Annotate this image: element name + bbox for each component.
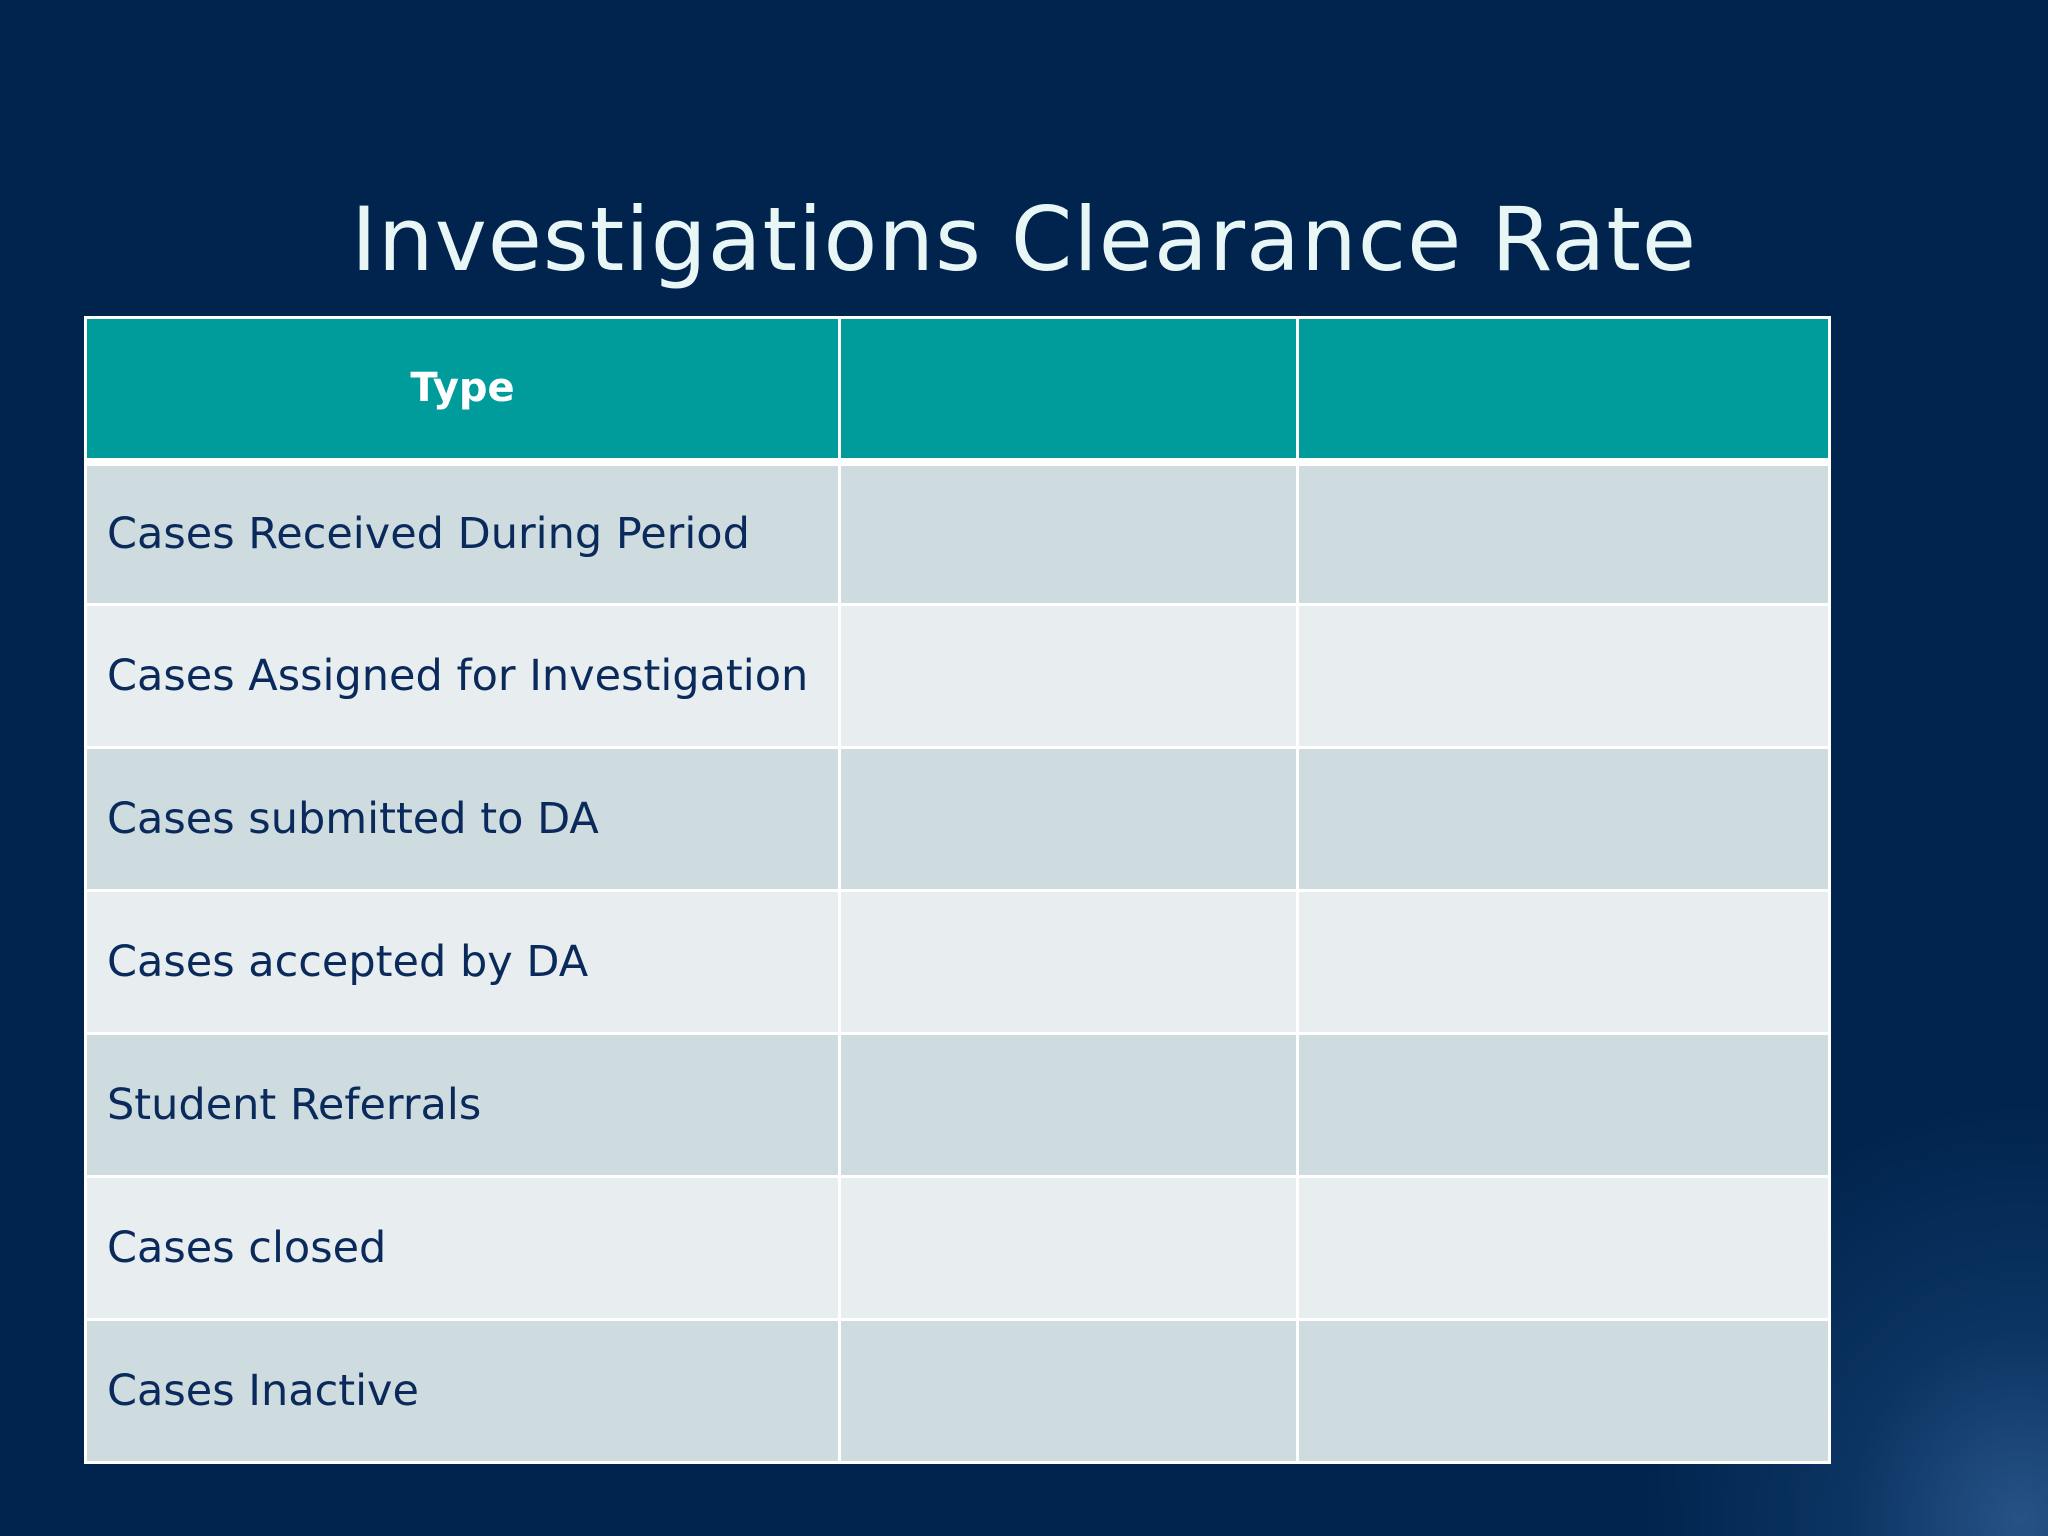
row-value-cell xyxy=(838,603,1299,749)
row-value-cell xyxy=(1296,603,1831,749)
row-label: Cases accepted by DA xyxy=(84,889,841,1035)
header-column-2 xyxy=(838,316,1299,466)
row-value-cell xyxy=(838,1318,1299,1464)
row-value-cell xyxy=(1296,1175,1831,1321)
row-value-cell xyxy=(1296,460,1831,606)
row-value-cell xyxy=(1296,1032,1831,1178)
row-label: Cases Received During Period xyxy=(84,460,841,606)
table-row: Cases Inactive xyxy=(84,1318,1831,1464)
row-value-cell xyxy=(838,889,1299,1035)
row-value-cell xyxy=(838,1032,1299,1178)
table-row: Cases Received During Period xyxy=(84,460,1831,606)
row-value-cell xyxy=(1296,1318,1831,1464)
row-value-cell xyxy=(838,746,1299,892)
header-column-3 xyxy=(1296,316,1831,466)
table-row: Cases Assigned for Investigation xyxy=(84,603,1831,749)
row-label: Cases submitted to DA xyxy=(84,746,841,892)
table-row: Cases submitted to DA xyxy=(84,746,1831,892)
row-value-cell xyxy=(838,1175,1299,1321)
slide-title: Investigations Clearance Rate xyxy=(350,188,1698,291)
table-row: Student Referrals xyxy=(84,1032,1831,1178)
table-row: Cases closed xyxy=(84,1175,1831,1321)
row-value-cell xyxy=(1296,746,1831,892)
row-label: Cases Inactive xyxy=(84,1318,841,1464)
table-header-row: Type xyxy=(84,316,1831,466)
clearance-rate-table: Type Cases Received During Period Cases … xyxy=(84,316,1831,1464)
header-type: Type xyxy=(84,316,841,466)
row-label: Cases closed xyxy=(84,1175,841,1321)
row-value-cell xyxy=(838,460,1299,606)
row-label: Cases Assigned for Investigation xyxy=(84,603,841,749)
row-label: Student Referrals xyxy=(84,1032,841,1178)
table-row: Cases accepted by DA xyxy=(84,889,1831,1035)
row-value-cell xyxy=(1296,889,1831,1035)
